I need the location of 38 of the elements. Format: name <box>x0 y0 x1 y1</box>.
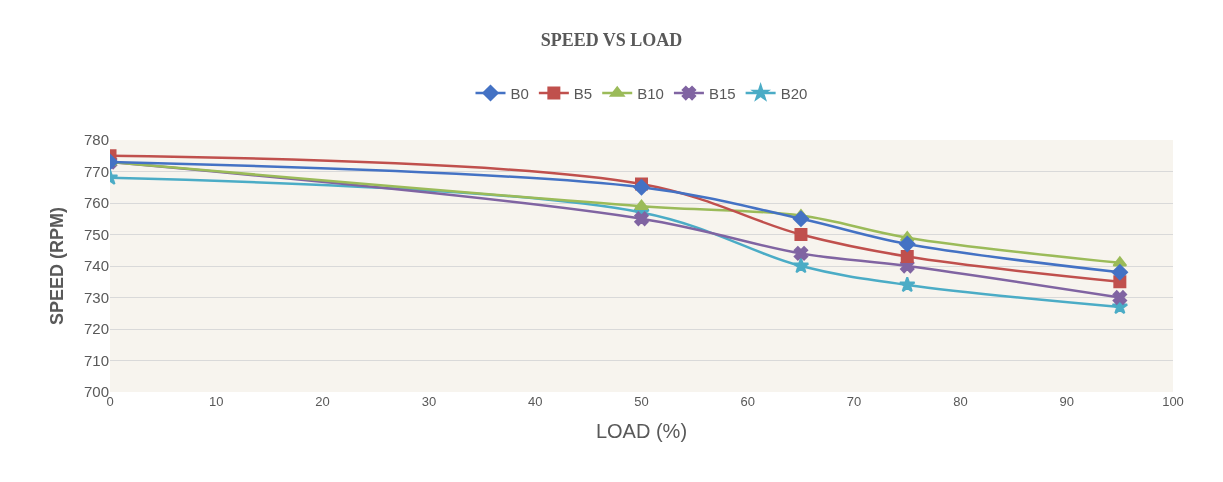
x-tick-label: 20 <box>315 394 330 409</box>
legend-label: B20 <box>780 84 808 102</box>
point <box>792 210 810 227</box>
y-tick-label: 780 <box>83 131 109 149</box>
point <box>633 179 650 196</box>
point <box>1112 290 1128 305</box>
legend-label: B15 <box>708 84 736 102</box>
x-tick-label: 80 <box>953 394 968 409</box>
y-tick-label: 770 <box>83 162 109 180</box>
point <box>793 246 809 261</box>
point <box>634 199 649 210</box>
point <box>900 250 914 264</box>
y-tick-label: 710 <box>83 351 109 369</box>
y-tick-label: 730 <box>83 288 109 306</box>
chart-title: SPEED VS LOAD <box>540 30 683 51</box>
x-axis-title: LOAD (%) <box>595 419 688 442</box>
x-tick-label: 90 <box>1059 394 1074 409</box>
x-tick-label: 40 <box>527 394 543 409</box>
x-tick-label: 70 <box>846 394 862 409</box>
point <box>899 235 916 253</box>
y-tick-label: 740 <box>83 257 109 275</box>
y-axis-title: SPEED (RPM) <box>47 206 68 326</box>
point <box>794 228 808 241</box>
x-tick-label: 50 <box>634 394 649 409</box>
y-tick-label: 720 <box>83 320 109 338</box>
x-tick-label: 30 <box>421 394 437 409</box>
y-tick-label: 750 <box>83 225 109 243</box>
legend-label: B10 <box>637 84 664 102</box>
point <box>634 211 649 226</box>
point <box>792 257 810 274</box>
y-tick-label: 760 <box>83 194 109 212</box>
legend-label: B0 <box>510 84 529 102</box>
x-tick-label: 60 <box>740 394 756 409</box>
point <box>1111 264 1128 281</box>
point <box>898 276 916 293</box>
x-tick-label: 10 <box>209 394 224 409</box>
x-tick-label: 100 <box>1162 394 1184 409</box>
legend-label: B5 <box>573 84 593 102</box>
